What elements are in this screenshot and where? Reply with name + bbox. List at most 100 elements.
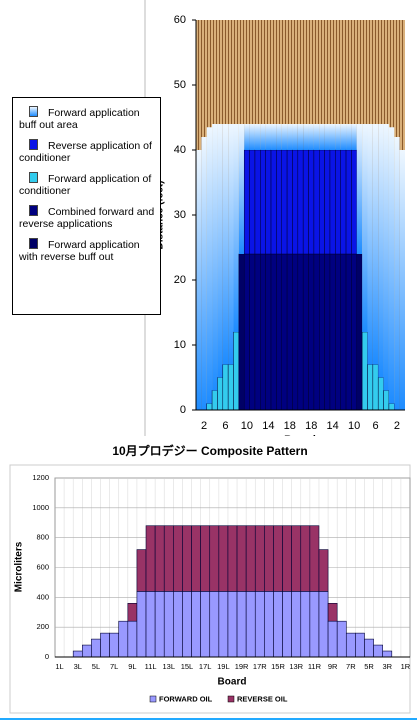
bar-segment xyxy=(200,525,211,592)
bar-segment xyxy=(318,549,329,592)
bar-segment xyxy=(218,525,229,592)
segment xyxy=(383,124,389,391)
bar-segment xyxy=(91,638,101,658)
segment xyxy=(249,149,256,255)
legend-label: Combined forward and reverse application… xyxy=(19,206,155,230)
segment xyxy=(249,253,256,411)
legend-label: FORWARD OIL xyxy=(159,694,213,703)
segment xyxy=(271,124,277,150)
bar-segment xyxy=(218,591,229,658)
legend-item: Forward application of conditioner xyxy=(19,172,156,197)
bar-segment xyxy=(109,632,120,658)
bar-segment xyxy=(163,591,174,658)
y-tick-label: 10 xyxy=(174,339,186,351)
segment xyxy=(399,150,405,410)
bar-segment xyxy=(145,525,156,592)
bar-segment xyxy=(82,644,92,658)
x-tick-label: 19R xyxy=(235,662,249,671)
x-tick-label: 14 xyxy=(262,420,274,432)
x-tick-label: 19L xyxy=(217,662,230,671)
bar-segment xyxy=(273,525,283,592)
bar-segment xyxy=(200,591,211,658)
y-tick-label: 400 xyxy=(36,592,49,601)
x-tick-label: 6 xyxy=(372,420,378,432)
segment xyxy=(335,253,341,411)
segment xyxy=(297,253,304,411)
y-tick-label: 600 xyxy=(36,562,49,571)
bar-segment xyxy=(136,549,147,592)
segment xyxy=(361,331,368,411)
segment xyxy=(340,124,347,150)
segment xyxy=(265,149,272,255)
segment xyxy=(286,149,293,255)
bar-segment xyxy=(382,650,393,658)
bar-segment xyxy=(127,620,138,658)
legend-item: Reverse application of conditioner xyxy=(19,139,156,164)
segment xyxy=(270,253,277,411)
x-axis-title: Board xyxy=(284,434,316,446)
x-tick-label: 2 xyxy=(201,420,207,432)
bar-segment xyxy=(209,525,220,592)
segment xyxy=(351,149,358,255)
segment xyxy=(319,124,325,150)
segment xyxy=(345,149,352,255)
segment xyxy=(292,253,299,411)
segment xyxy=(211,390,218,411)
segment xyxy=(388,127,395,404)
y-tick-label: 60 xyxy=(174,14,186,26)
y-axis-title: Microliters xyxy=(14,541,25,592)
legend-swatch xyxy=(29,238,38,249)
legend-label: Forward application with reverse buff ou… xyxy=(19,239,140,263)
y-tick-label: 800 xyxy=(36,533,49,542)
segment xyxy=(351,124,357,150)
x-tick-label: 1R xyxy=(401,662,411,671)
y-tick-label: 1200 xyxy=(32,473,49,482)
segment xyxy=(388,403,395,411)
y-tick-label: 1000 xyxy=(32,503,49,512)
legend-swatch xyxy=(29,106,38,117)
segment xyxy=(243,149,250,255)
segment xyxy=(308,124,314,150)
bar-segment xyxy=(236,591,247,658)
bar-segment xyxy=(154,591,165,658)
segment xyxy=(276,149,282,255)
segment xyxy=(335,124,341,150)
bar-segment xyxy=(300,591,311,658)
segment xyxy=(377,377,384,411)
bar-segment xyxy=(136,591,147,658)
segment xyxy=(286,253,293,411)
legend-swatch xyxy=(227,695,235,703)
x-tick-label: 9L xyxy=(128,662,136,671)
y-tick-label: 40 xyxy=(174,144,186,156)
segment xyxy=(196,150,202,410)
bar-segment xyxy=(227,591,238,658)
segment xyxy=(308,253,315,411)
segment xyxy=(319,149,325,255)
segment xyxy=(313,253,320,411)
bar-segment xyxy=(291,591,302,658)
bar-segment xyxy=(282,525,292,592)
x-tick-label: 5R xyxy=(364,662,374,671)
bar-segment xyxy=(163,525,174,592)
bar-segment xyxy=(145,591,156,658)
segment xyxy=(356,124,363,254)
x-tick-label: 7L xyxy=(110,662,118,671)
legend-item: Forward application buff out area xyxy=(19,106,156,131)
bar-segment xyxy=(264,591,274,658)
segment xyxy=(281,149,288,255)
segment xyxy=(260,253,266,411)
segment xyxy=(270,149,277,255)
legend-label: Reverse application of conditioner xyxy=(19,140,152,164)
x-tick-label: 15L xyxy=(181,662,194,671)
segment xyxy=(222,364,229,411)
x-tick-label: 15R xyxy=(271,662,285,671)
segment xyxy=(324,253,331,411)
segment xyxy=(394,137,400,410)
bar-segment xyxy=(373,644,383,658)
segment xyxy=(254,124,261,150)
x-tick-label: 10 xyxy=(241,420,253,432)
segment xyxy=(233,124,239,332)
segment xyxy=(233,331,240,411)
segment xyxy=(206,127,213,404)
